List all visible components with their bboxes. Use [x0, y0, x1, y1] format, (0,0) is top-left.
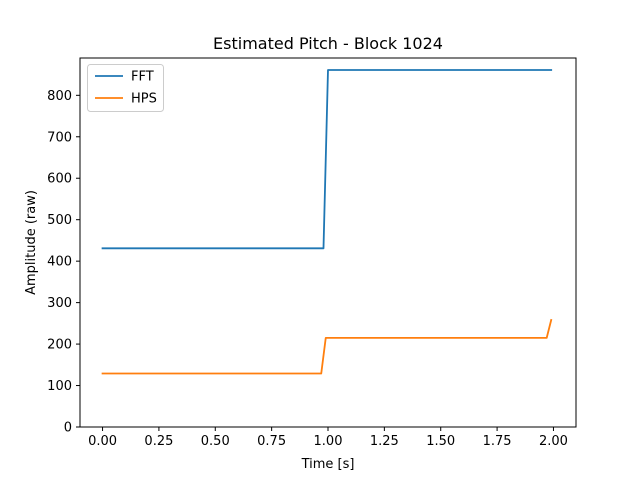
x-tick-label: 1.00	[314, 434, 343, 449]
x-tick-label: 0.00	[88, 434, 117, 449]
series-line-hps	[101, 318, 553, 375]
y-tick-label: 300	[47, 296, 72, 311]
y-tick-label: 700	[47, 130, 72, 145]
y-tick-label: 500	[47, 213, 72, 228]
y-axis: 0 100 200 300 400 500 600 700 800	[47, 89, 80, 436]
x-axis-label: Time [s]	[301, 457, 355, 472]
y-tick-label: 600	[47, 172, 72, 187]
y-tick-label: 200	[47, 338, 72, 353]
x-tick-label: 0.50	[201, 434, 230, 449]
legend-label-fft: FFT	[131, 70, 154, 85]
y-tick-label: 100	[47, 379, 72, 394]
x-axis: 0.00 0.25 0.50 0.75 1.00 1.25 1.50 1.75 2.00	[88, 427, 568, 449]
y-tick-label: 0	[64, 421, 72, 436]
x-tick-label: 2.00	[539, 434, 568, 449]
chart-title: Estimated Pitch - Block 1024	[213, 34, 443, 53]
x-tick-label: 0.25	[144, 434, 173, 449]
legend-label-hps: HPS	[131, 92, 157, 107]
x-tick-label: 1.25	[370, 434, 399, 449]
y-axis-label: Amplitude (raw)	[24, 190, 39, 295]
y-tick-label: 800	[47, 89, 72, 104]
x-tick-label: 1.50	[426, 434, 455, 449]
x-tick-label: 1.75	[483, 434, 512, 449]
series-layer	[101, 69, 553, 375]
y-tick-label: 400	[47, 255, 72, 270]
x-tick-label: 0.75	[257, 434, 286, 449]
series-line-fft	[101, 69, 553, 250]
legend: FFT HPS	[87, 64, 164, 112]
